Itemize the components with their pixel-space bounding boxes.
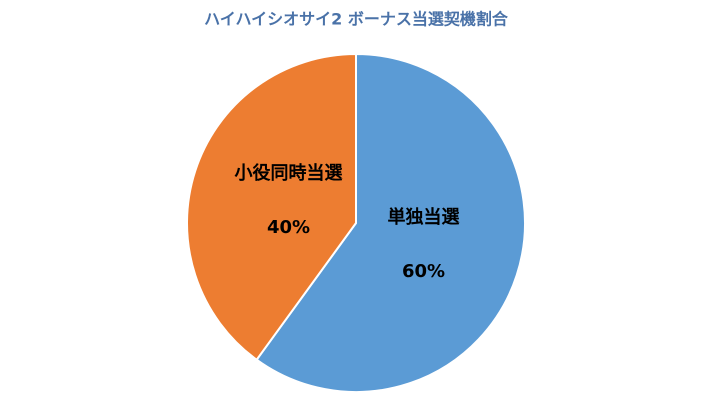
slice-category-label: 単独当選	[388, 206, 460, 228]
pie-slice	[186, 52, 357, 362]
chart-title: ハイハイシオサイ2 ボーナス当選契機割合	[204, 10, 509, 29]
slice-value-label: 40%	[267, 217, 310, 238]
slice-value-label: 60%	[402, 261, 445, 282]
slice-category-label: 小役同時当選	[234, 162, 342, 184]
pie-slice	[255, 52, 526, 393]
